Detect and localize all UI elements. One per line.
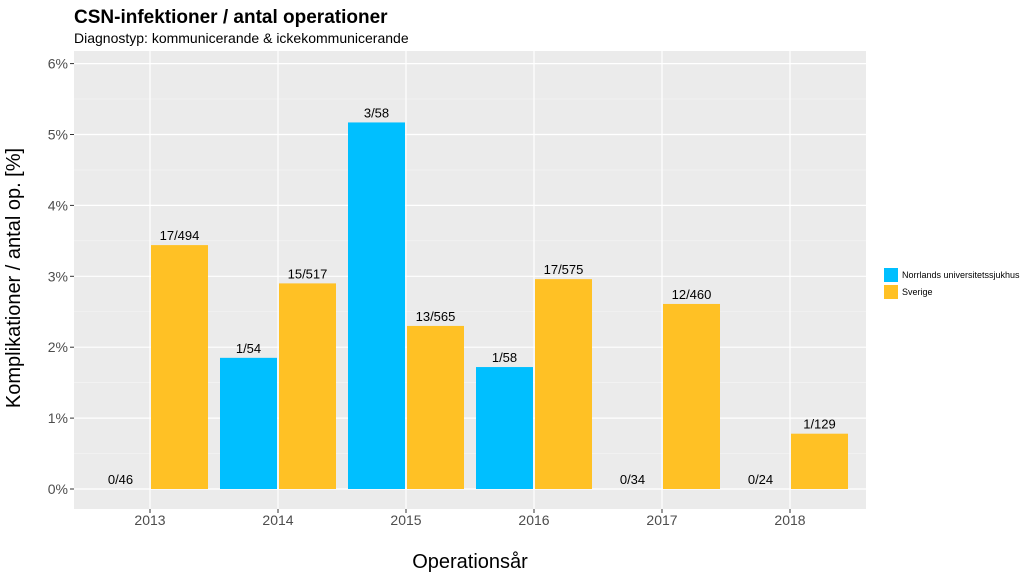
y-tick-label: 2% [48,339,68,355]
x-axis-title: Operationsår [412,551,528,573]
x-tick-label: 2014 [262,512,293,528]
bar-value-label: 13/565 [416,309,456,324]
bar-value-label: 1/58 [492,350,517,365]
x-tick-label: 2018 [774,512,805,528]
bar [535,279,592,489]
bar [348,122,405,490]
legend-label: Norrlands universitetssjukhus [902,270,1020,280]
chart-subtitle: Diagnostyp: kommunicerande & ickekommuni… [74,30,409,46]
legend-label: Sverige [902,287,933,297]
bar [791,433,848,489]
x-tick-label: 2013 [134,512,165,528]
y-tick-label: 4% [48,197,68,213]
chart-title: CSN-infektioner / antal operationer [74,7,388,28]
bar [220,357,277,489]
y-tick-labels: 0% 1% 2% 3% 4% 5% 6% [48,56,74,497]
bars [151,122,848,490]
x-tick-label: 2015 [390,512,421,528]
y-tick-label: 3% [48,268,68,284]
legend-swatch [884,268,898,282]
bar-value-label: 1/54 [236,341,261,356]
bar [476,367,533,489]
bar-value-label: 1/129 [803,417,836,432]
bar-value-label: 0/24 [748,472,773,487]
bar [407,325,464,489]
y-tick-label: 1% [48,410,68,426]
y-tick-label: 6% [48,56,68,72]
bar-value-label: 15/517 [288,266,328,281]
bar [151,245,208,489]
bar-value-label: 17/494 [160,228,200,243]
data-labels: 0/46 1/54 3/58 1/58 0/34 0/24 17/494 15/517 13/5… [108,105,836,487]
x-tick-labels: 2013 2014 2015 2016 2017 2018 [134,509,806,528]
bar-value-label: 17/575 [544,262,584,277]
legend: Norrlands universitetssjukhus Sverige [884,268,1020,299]
bar-value-label: 12/460 [672,287,712,302]
bar [663,303,720,489]
x-tick-label: 2017 [646,512,677,528]
bar-value-label: 0/46 [108,472,133,487]
x-tick-label: 2016 [518,512,549,528]
bar-value-label: 0/34 [620,472,645,487]
legend-swatch [884,285,898,299]
y-tick-label: 5% [48,127,68,143]
y-tick-label: 0% [48,481,68,497]
bar [279,283,336,489]
y-axis-title: Komplikationer / antal op. [%] [3,148,25,408]
bar-value-label: 3/58 [364,105,389,120]
